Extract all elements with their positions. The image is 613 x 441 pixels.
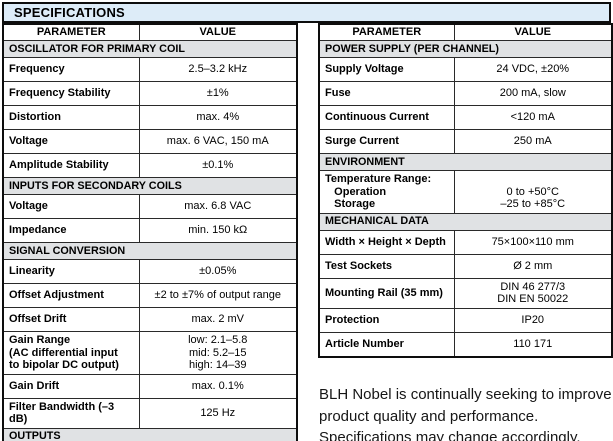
value-cell: 24 VDC, ±20% bbox=[453, 57, 613, 82]
table-row: Article Number 110 171 bbox=[318, 331, 613, 357]
parameter-cell: Protection bbox=[318, 307, 455, 333]
table-row: Amplitude Stability ±0.1% bbox=[2, 153, 298, 178]
section-row: MECHANICAL DATA bbox=[318, 212, 613, 231]
column-header-value: VALUE bbox=[453, 23, 613, 41]
column-header-parameter: PARAMETER bbox=[318, 23, 455, 41]
value-cell: max. 0.1% bbox=[138, 373, 298, 399]
table-row: Impedance min. 150 kΩ bbox=[2, 218, 298, 243]
column-header-parameter: PARAMETER bbox=[2, 23, 140, 41]
value-cell: ±2 to ±7% of output range bbox=[138, 283, 298, 308]
column-header-value: VALUE bbox=[138, 23, 298, 41]
parameter-cell: Distortion bbox=[2, 105, 140, 130]
table-row: Filter Bandwidth (–3 dB) 125 Hz bbox=[2, 397, 298, 429]
parameter-cell: Fuse bbox=[318, 81, 455, 106]
value-cell: ±0.1% bbox=[138, 153, 298, 178]
right-spec-table: PARAMETER VALUE POWER SUPPLY (PER CHANNE… bbox=[318, 23, 613, 358]
parameter-cell: Temperature Range: Operation Storage bbox=[318, 170, 455, 214]
section-row: OSCILLATOR FOR PRIMARY COIL bbox=[2, 40, 298, 58]
table-row: Voltage max. 6.8 VAC bbox=[2, 194, 298, 219]
parameter-cell: Linearity bbox=[2, 259, 140, 284]
parameter-cell: Supply Voltage bbox=[318, 57, 455, 82]
value-cell: 75×100×110 mm bbox=[453, 229, 613, 255]
table-row: Surge Current 250 mA bbox=[318, 129, 613, 154]
table-row: Distortion max. 4% bbox=[2, 105, 298, 130]
section-header: MECHANICAL DATA bbox=[318, 212, 613, 231]
section-header: INPUTS FOR SECONDARY COILS bbox=[2, 177, 298, 195]
table-row: Width × Height × Depth 75×100×110 mm bbox=[318, 229, 613, 255]
value-cell: max. 6 VAC, 150 mA bbox=[138, 129, 298, 154]
parameter-cell: Gain Drift bbox=[2, 373, 140, 399]
table-row: Fuse 200 mA, slow bbox=[318, 81, 613, 106]
parameter-cell: Gain Range (AC differential input to bip… bbox=[2, 331, 140, 375]
value-cell: ±0.05% bbox=[138, 259, 298, 284]
section-header: OSCILLATOR FOR PRIMARY COIL bbox=[2, 40, 298, 58]
parameter-cell: Article Number bbox=[318, 331, 455, 357]
table-row: Supply Voltage 24 VDC, ±20% bbox=[318, 57, 613, 82]
parameter-cell: Width × Height × Depth bbox=[318, 229, 455, 255]
table-row: Frequency 2.5–3.2 kHz bbox=[2, 57, 298, 82]
parameter-cell: Test Sockets bbox=[318, 253, 455, 279]
section-row: SIGNAL CONVERSION bbox=[2, 242, 298, 260]
value-cell: Ø 2 mm bbox=[453, 253, 613, 279]
specifications-title-bar: SPECIFICATIONS bbox=[2, 2, 611, 23]
value-cell: DIN 46 277/3 DIN EN 50022 bbox=[453, 277, 613, 309]
table-row: Gain Range (AC differential input to bip… bbox=[2, 331, 298, 375]
parameter-cell: Offset Drift bbox=[2, 307, 140, 332]
parameter-cell: Impedance bbox=[2, 218, 140, 243]
value-cell: 250 mA bbox=[453, 129, 613, 154]
parameter-cell: Filter Bandwidth (–3 dB) bbox=[2, 397, 140, 429]
value-cell: 110 171 bbox=[453, 331, 613, 357]
value-cell: max. 2 mV bbox=[138, 307, 298, 332]
section-header: ENVIRONMENT bbox=[318, 153, 613, 171]
parameter-cell: Frequency Stability bbox=[2, 81, 140, 106]
parameter-cell: Surge Current bbox=[318, 129, 455, 154]
section-row: INPUTS FOR SECONDARY COILS bbox=[2, 177, 298, 195]
parameter-cell: Frequency bbox=[2, 57, 140, 82]
section-header: SIGNAL CONVERSION bbox=[2, 242, 298, 260]
table-row: Mounting Rail (35 mm) DIN 46 277/3 DIN EN… bbox=[318, 277, 613, 309]
value-cell: 200 mA, slow bbox=[453, 81, 613, 106]
table-row: Protection IP20 bbox=[318, 307, 613, 333]
value-cell: <120 mA bbox=[453, 105, 613, 130]
parameter-cell: Mounting Rail (35 mm) bbox=[318, 277, 455, 309]
section-header: OUTPUTS bbox=[2, 427, 298, 441]
table-header-row: PARAMETER VALUE bbox=[318, 23, 613, 41]
value-cell: low: 2.1–5.8 mid: 5.2–15 high: 14–39 bbox=[138, 331, 298, 375]
value-cell: IP20 bbox=[453, 307, 613, 333]
table-row: Linearity ±0.05% bbox=[2, 259, 298, 284]
value-cell: 125 Hz bbox=[138, 397, 298, 429]
section-header: POWER SUPPLY (PER CHANNEL) bbox=[318, 40, 613, 58]
section-row: OUTPUTS bbox=[2, 427, 298, 441]
parameter-cell: Voltage bbox=[2, 129, 140, 154]
parameter-cell: Voltage bbox=[2, 194, 140, 219]
table-row: Frequency Stability ±1% bbox=[2, 81, 298, 106]
page-title: SPECIFICATIONS bbox=[14, 5, 125, 20]
value-cell: max. 6.8 VAC bbox=[138, 194, 298, 219]
value-cell: ±1% bbox=[138, 81, 298, 106]
table-row: Offset Adjustment ±2 to ±7% of output ran… bbox=[2, 283, 298, 308]
value-cell: 0 to +50°C –25 to +85°C bbox=[453, 170, 613, 214]
value-cell: min. 150 kΩ bbox=[138, 218, 298, 243]
parameter-cell: Offset Adjustment bbox=[2, 283, 140, 308]
disclaimer-text: BLH Nobel is continually seeking to impr… bbox=[319, 386, 612, 441]
parameter-cell: Continuous Current bbox=[318, 105, 455, 130]
parameter-cell: Amplitude Stability bbox=[2, 153, 140, 178]
table-row: Voltage max. 6 VAC, 150 mA bbox=[2, 129, 298, 154]
value-cell: max. 4% bbox=[138, 105, 298, 130]
table-row: Continuous Current <120 mA bbox=[318, 105, 613, 130]
table-row: Offset Drift max. 2 mV bbox=[2, 307, 298, 332]
table-row: Test Sockets Ø 2 mm bbox=[318, 253, 613, 279]
left-spec-table: PARAMETER VALUE OSCILLATOR FOR PRIMARY C… bbox=[2, 23, 298, 441]
table-row: Temperature Range: Operation Storage 0 t… bbox=[318, 170, 613, 214]
section-row: POWER SUPPLY (PER CHANNEL) bbox=[318, 40, 613, 58]
table-row: Gain Drift max. 0.1% bbox=[2, 373, 298, 399]
table-header-row: PARAMETER VALUE bbox=[2, 23, 298, 41]
section-row: ENVIRONMENT bbox=[318, 153, 613, 171]
value-cell: 2.5–3.2 kHz bbox=[138, 57, 298, 82]
